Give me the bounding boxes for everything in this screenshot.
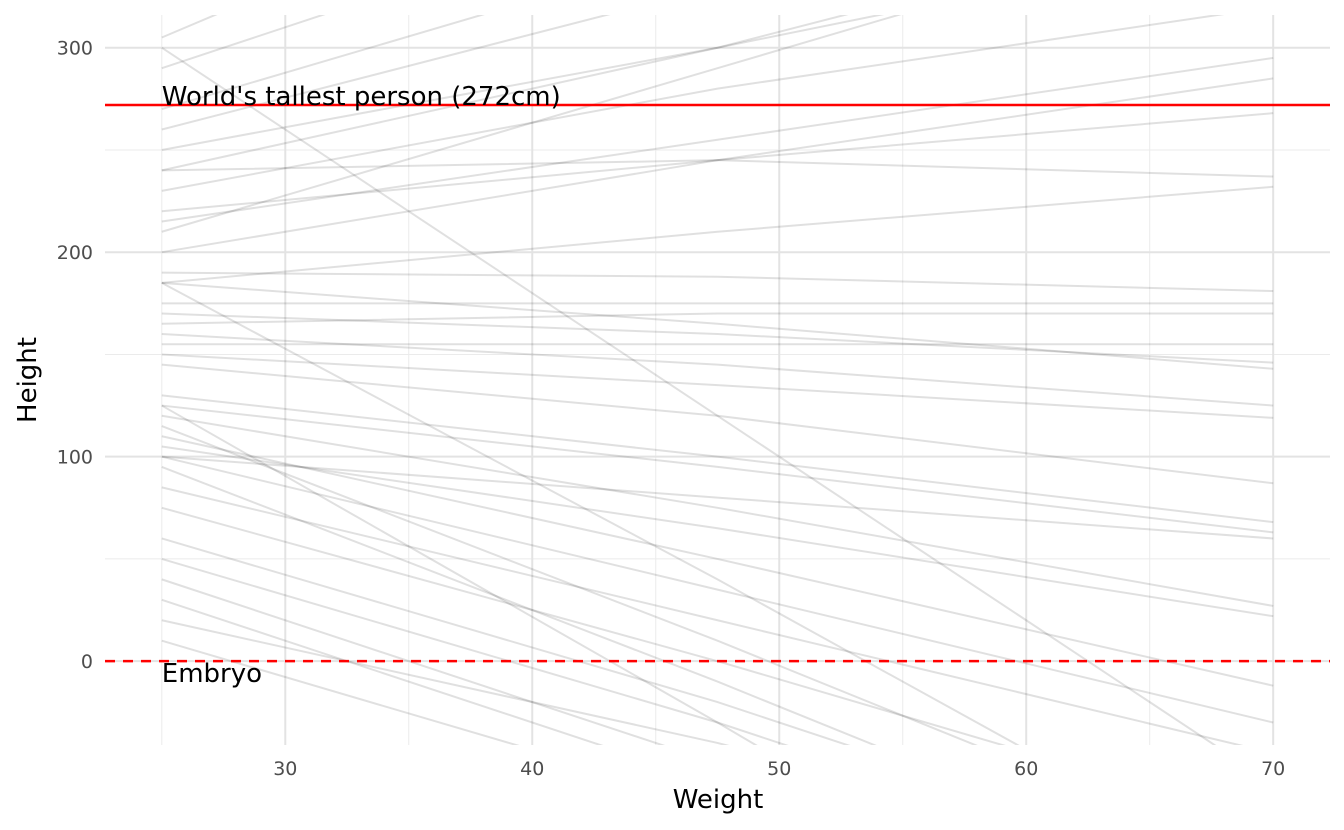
- line: [161, 312, 1274, 325]
- y-tick-label: 300: [57, 38, 93, 60]
- line: [161, 435, 1274, 687]
- line: [161, 404, 1274, 534]
- x-tick-label: 50: [767, 758, 791, 780]
- line: [161, 414, 1274, 607]
- line: [161, 332, 1274, 407]
- line: [161, 394, 1274, 524]
- line: [161, 271, 1274, 293]
- line: [161, 639, 520, 745]
- line: [161, 353, 1274, 419]
- line: [161, 312, 1274, 364]
- y-tick-label: 0: [81, 651, 93, 673]
- line: [161, 486, 1244, 745]
- line: [161, 185, 1274, 284]
- line: [161, 15, 885, 151]
- line: [161, 159, 1274, 178]
- line: [161, 281, 1274, 370]
- line: [161, 537, 851, 745]
- line: [161, 15, 1225, 192]
- line: [161, 15, 611, 131]
- line: [161, 506, 1006, 745]
- line: [161, 578, 666, 745]
- line: [161, 557, 789, 745]
- x-tick-label: 60: [1014, 758, 1038, 780]
- line: [161, 15, 326, 70]
- x-tick-label: 40: [520, 758, 544, 780]
- line: [161, 363, 1274, 485]
- line: [161, 15, 902, 233]
- line: [161, 15, 485, 111]
- line: [161, 425, 978, 745]
- lines: [161, 15, 1274, 745]
- line: [161, 281, 1020, 745]
- y-tick-label: 100: [57, 447, 93, 469]
- line: [161, 46, 1217, 745]
- line: [161, 56, 1274, 223]
- line: [161, 112, 1274, 213]
- line: [161, 455, 1274, 724]
- line: [161, 445, 1274, 618]
- y-axis-title: Height: [13, 337, 43, 423]
- x-tick-label: 30: [273, 758, 297, 780]
- line: [161, 404, 758, 745]
- line: [161, 15, 849, 172]
- line: [161, 465, 877, 745]
- x-axis-title: Weight: [673, 785, 764, 815]
- line: [161, 455, 1274, 540]
- annotation: Embryo: [162, 659, 262, 689]
- annotation: World's tallest person (272cm): [162, 82, 561, 112]
- y-tick-label: 200: [57, 242, 93, 264]
- x-tick-label: 70: [1261, 758, 1285, 780]
